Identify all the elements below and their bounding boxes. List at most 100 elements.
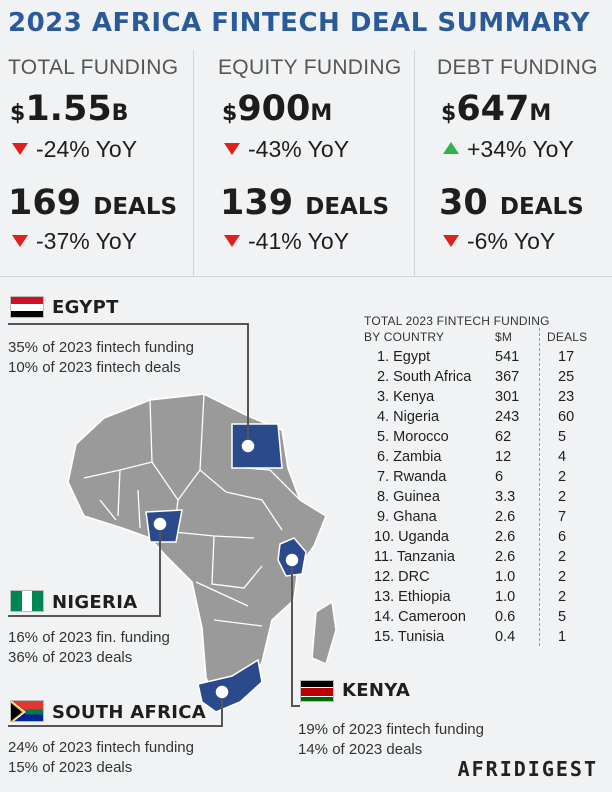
column-header-deals: DEALS — [547, 330, 588, 344]
summary-equity-funding: EQUITY FUNDING $900M -43% YoY 139 DEALS … — [193, 50, 413, 276]
amount-yoy-text: -43% YoY — [248, 136, 350, 162]
usd-cell: 62 — [495, 429, 512, 445]
country-cell: 3. Kenya — [377, 389, 435, 405]
deals-count: 169 DEALS — [8, 182, 177, 228]
south-africa-marker — [214, 684, 230, 700]
south-africa-region — [197, 658, 263, 713]
amount-yoy-text: -24% YoY — [36, 136, 138, 162]
usd-cell: 367 — [495, 369, 520, 385]
deals-yoy-text: -41% YoY — [248, 228, 350, 254]
down-arrow-icon — [224, 235, 240, 247]
country-cell: 9. Ghana — [377, 509, 437, 525]
deals-cell: 2 — [558, 569, 567, 585]
summary-debt-funding: DEBT FUNDING $647M +34% YoY 30 DEALS -6%… — [414, 50, 612, 276]
deals-yoy-text: -37% YoY — [36, 228, 138, 254]
deals-value: 30 — [439, 183, 488, 223]
summary-amount: $1.55B — [10, 88, 128, 135]
amount-value: 900 — [237, 89, 311, 129]
deals-value: 169 — [8, 183, 82, 223]
deals-label: DEALS — [499, 194, 584, 220]
summary-header: TOTAL FUNDING — [8, 56, 179, 79]
amount-yoy: +34% YoY — [443, 136, 574, 163]
egypt-funding-share: 35% of 2023 fintech funding — [8, 339, 194, 356]
country-cell: 15. Tunisia — [374, 629, 445, 645]
usd-cell: 0.4 — [495, 629, 516, 645]
deals-cell: 17 — [558, 349, 575, 365]
nigeria-funding-share: 16% of 2023 fin. funding — [8, 629, 170, 646]
country-cell: 11. Tanzania — [374, 549, 455, 565]
usd-cell: 12 — [495, 449, 512, 465]
down-arrow-icon — [224, 143, 240, 155]
currency-symbol: $ — [222, 101, 238, 126]
usd-cell: 2.6 — [495, 529, 516, 545]
deals-cell: 2 — [558, 549, 567, 565]
amount-yoy: -24% YoY — [12, 136, 137, 163]
column-header-usd: $M — [495, 330, 513, 344]
egypt-flag-icon — [10, 296, 44, 318]
brand-logo: AFRIDIGEST — [457, 757, 598, 781]
deals-yoy: -41% YoY — [224, 228, 349, 255]
africa-map — [8, 323, 337, 727]
south-africa-label: SOUTH AFRICA — [52, 702, 207, 723]
amount-unit: M — [310, 101, 333, 126]
country-borders — [83, 393, 301, 627]
deals-count: 30 DEALS — [439, 182, 584, 228]
kenya-description: 19% of 2023 fintech funding 14% of 2023 … — [298, 720, 484, 760]
amount-value: 1.55 — [25, 89, 112, 129]
deals-yoy: -37% YoY — [12, 228, 137, 255]
deals-cell: 23 — [558, 389, 575, 405]
page-title: 2023 AFRICA FINTECH DEAL SUMMARY — [8, 8, 591, 38]
up-arrow-icon — [443, 142, 459, 154]
summary-amount: $647M — [441, 88, 551, 135]
egypt-marker — [240, 438, 256, 454]
nigeria-connector — [8, 528, 161, 617]
summary-header: DEBT FUNDING — [437, 56, 598, 79]
summary-header: EQUITY FUNDING — [218, 56, 402, 79]
table-title: TOTAL 2023 FINTECH FUNDING — [364, 314, 550, 328]
egypt-description: 35% of 2023 fintech funding 10% of 2023 … — [8, 338, 194, 378]
kenya-funding-share: 19% of 2023 fintech funding — [298, 721, 484, 738]
amount-value: 647 — [456, 89, 530, 129]
deals-cell: 1 — [558, 629, 567, 645]
deals-label: DEALS — [93, 194, 178, 220]
egypt-deals-share: 10% of 2023 fintech deals — [8, 359, 181, 376]
usd-cell: 6 — [495, 469, 504, 485]
deals-cell: 6 — [558, 529, 567, 545]
amount-unit: M — [529, 101, 552, 126]
usd-cell: 243 — [495, 409, 520, 425]
south-africa-description: 24% of 2023 fintech funding 15% of 2023 … — [8, 738, 194, 778]
nigeria-label: NIGERIA — [52, 592, 138, 613]
callout-connectors — [8, 323, 300, 727]
amount-yoy-text: +34% YoY — [467, 136, 574, 162]
section-divider — [0, 276, 612, 277]
country-cell: 12. DRC — [374, 569, 430, 585]
country-cell: 2. South Africa — [377, 369, 472, 385]
country-cell: 1. Egypt — [377, 349, 431, 365]
egypt-label: EGYPT — [52, 297, 119, 318]
nigeria-flag-icon — [10, 590, 44, 612]
country-markers — [152, 438, 300, 700]
deals-cell: 5 — [558, 429, 567, 445]
usd-cell: 1.0 — [495, 569, 516, 585]
south-africa-connector — [8, 692, 223, 727]
usd-cell: 301 — [495, 389, 520, 405]
kenya-marker — [284, 552, 300, 568]
nigeria-marker — [152, 516, 168, 532]
kenya-connector — [291, 560, 300, 707]
country-cell: 6. Zambia — [377, 449, 442, 465]
table-heading: TOTAL 2023 FINTECH FUNDING BY COUNTRY $M… — [364, 313, 587, 345]
south-africa-deals-share: 15% of 2023 deals — [8, 759, 133, 776]
south-africa-funding-share: 24% of 2023 fintech funding — [8, 739, 194, 756]
amount-unit: B — [111, 101, 129, 126]
deals-cell: 2 — [558, 489, 567, 505]
deals-cell: 2 — [558, 469, 567, 485]
deals-cell: 25 — [558, 369, 575, 385]
south-africa-flag-icon — [10, 700, 44, 722]
summary-total-funding: TOTAL FUNDING $1.55B -24% YoY 169 DEALS … — [0, 50, 192, 276]
usd-cell: 2.6 — [495, 509, 516, 525]
down-arrow-icon — [443, 235, 459, 247]
deals-yoy: -6% YoY — [443, 228, 555, 255]
kenya-deals-share: 14% of 2023 deals — [298, 741, 423, 758]
country-cell: 5. Morocco — [377, 429, 449, 445]
amount-yoy: -43% YoY — [224, 136, 349, 163]
